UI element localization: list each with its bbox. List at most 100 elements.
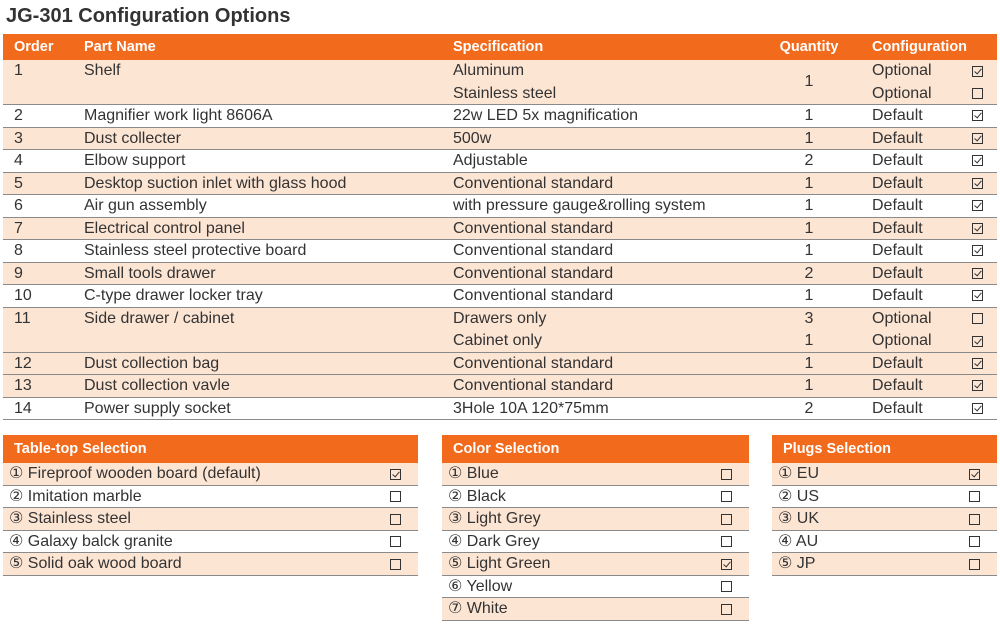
checkbox[interactable] <box>971 65 983 77</box>
config-cell: Optional <box>872 309 932 327</box>
option-label: ② US <box>778 487 820 505</box>
order-cell: 12 <box>14 354 32 372</box>
header-configuration: Configuration <box>872 39 968 55</box>
table-row: 4 Elbow support Adjustable 2 Default <box>3 150 997 173</box>
checkbox[interactable] <box>969 513 980 525</box>
list-item: ⑤ Light Green <box>442 553 749 576</box>
checkbox[interactable] <box>390 558 401 570</box>
checkbox[interactable] <box>969 468 980 480</box>
checkbox[interactable] <box>971 177 983 189</box>
spec-cell: Cabinet only <box>453 332 542 349</box>
checkbox[interactable] <box>971 132 983 144</box>
list-item: ② US <box>772 485 997 508</box>
checkbox[interactable] <box>971 290 983 302</box>
header-part-name: Part Name <box>84 39 156 55</box>
quantity-cell: 2 <box>804 399 814 417</box>
part-name-cell: Side drawer / cabinet <box>84 309 235 327</box>
header-specification: Specification <box>453 39 544 55</box>
option-label: ② Imitation marble <box>9 487 142 505</box>
checkbox[interactable] <box>971 313 983 325</box>
list-item: ④ Galaxy balck granite <box>3 530 418 553</box>
checkbox[interactable] <box>721 603 732 615</box>
quantity-cell: 1 <box>804 287 814 304</box>
checkbox[interactable] <box>971 267 983 279</box>
checkbox[interactable] <box>971 110 983 122</box>
checkbox[interactable] <box>721 513 732 525</box>
checkbox[interactable] <box>971 155 983 167</box>
config-cell: Default <box>872 152 923 169</box>
order-cell: 13 <box>14 377 32 394</box>
list-item: ① EU <box>772 463 997 486</box>
quantity-cell: 1 <box>804 219 814 237</box>
list-item: ④ AU <box>772 530 997 553</box>
part-name-cell: Air gun assembly <box>84 197 207 214</box>
order-cell: 3 <box>14 129 23 147</box>
config-cell: Default <box>872 377 923 394</box>
checkbox[interactable] <box>971 88 983 100</box>
checkbox[interactable] <box>721 558 732 570</box>
checkbox[interactable] <box>971 200 983 212</box>
checkbox[interactable] <box>721 581 732 593</box>
part-name-cell: Elbow support <box>84 152 186 169</box>
configuration-table: Order Part Name Specification Quantity C… <box>3 34 997 420</box>
spec-cell: 22w LED 5x magnification <box>453 107 638 124</box>
checkbox[interactable] <box>971 380 983 392</box>
spec-cell: Conventional standard <box>453 377 614 394</box>
table-row: 5 Desktop suction inlet with glass hood … <box>3 172 997 195</box>
checkbox[interactable] <box>971 245 983 257</box>
part-name-cell: Stainless steel protective board <box>84 242 307 259</box>
order-cell: 10 <box>14 287 32 304</box>
config-cell: Optional <box>872 62 932 79</box>
table-row: 1 Shelf Aluminum Stainless steel 1 Optio… <box>3 60 997 105</box>
checkbox[interactable] <box>390 513 401 525</box>
order-cell: 1 <box>14 62 23 79</box>
option-label: ① Fireproof wooden board (default) <box>9 465 261 482</box>
checkbox[interactable] <box>971 335 983 347</box>
part-name-cell: Electrical control panel <box>84 219 245 237</box>
quantity-cell: 1 <box>804 107 814 124</box>
checkbox[interactable] <box>721 491 732 503</box>
list-item: ① Fireproof wooden board (default) <box>3 463 418 486</box>
quantity-cell: 1 <box>804 377 814 394</box>
table-row: 13 Dust collection vavle Conventional st… <box>3 375 997 398</box>
tabletop-selection: Table-top Selection ① Fireproof wooden b… <box>3 435 418 576</box>
option-label: ⑤ Light Green <box>448 555 551 572</box>
quantity-cell: 1 <box>804 332 814 349</box>
checkbox[interactable] <box>390 536 401 548</box>
checkbox[interactable] <box>721 468 732 480</box>
header-quantity: Quantity <box>779 39 839 55</box>
checkbox[interactable] <box>971 222 983 234</box>
spec-cell: Conventional standard <box>453 242 614 259</box>
checkbox[interactable] <box>969 558 980 570</box>
checkbox[interactable] <box>721 536 732 548</box>
quantity-cell: 1 <box>804 197 814 214</box>
list-item: ③ Stainless steel <box>3 508 418 531</box>
list-item: ⑦ White <box>442 598 749 621</box>
option-label: ⑥ Yellow <box>448 577 513 595</box>
checkbox[interactable] <box>971 402 983 414</box>
checkbox[interactable] <box>390 491 401 503</box>
list-item: ③ UK <box>772 508 997 531</box>
tabletop-selection-title: Table-top Selection <box>3 435 418 463</box>
order-cell: 6 <box>14 197 23 214</box>
order-cell: 14 <box>14 399 32 417</box>
option-label: ① Blue <box>448 465 499 482</box>
spec-cell: Conventional standard <box>453 354 614 372</box>
table-row: 9 Small tools drawer Conventional standa… <box>3 262 997 285</box>
option-label: ③ Light Grey <box>448 510 541 527</box>
spec-cell: Conventional standard <box>453 219 614 237</box>
option-label: ① EU <box>778 465 820 482</box>
order-cell: 9 <box>14 264 23 282</box>
checkbox[interactable] <box>969 491 980 503</box>
checkbox[interactable] <box>390 468 401 480</box>
option-label: ② Black <box>448 487 506 505</box>
checkbox[interactable] <box>971 357 983 369</box>
part-name-cell: Power supply socket <box>84 399 231 417</box>
list-item: ① Blue <box>442 463 749 486</box>
color-selection: Color Selection ① Blue ② Black ③ Light G… <box>442 435 749 621</box>
table-row: 2 Magnifier work light 8606A 22w LED 5x … <box>3 105 997 128</box>
config-cell: Optional <box>872 84 932 102</box>
table-row: 12 Dust collection bag Conventional stan… <box>3 352 997 375</box>
option-label: ④ Galaxy balck granite <box>9 532 173 550</box>
checkbox[interactable] <box>969 536 980 548</box>
